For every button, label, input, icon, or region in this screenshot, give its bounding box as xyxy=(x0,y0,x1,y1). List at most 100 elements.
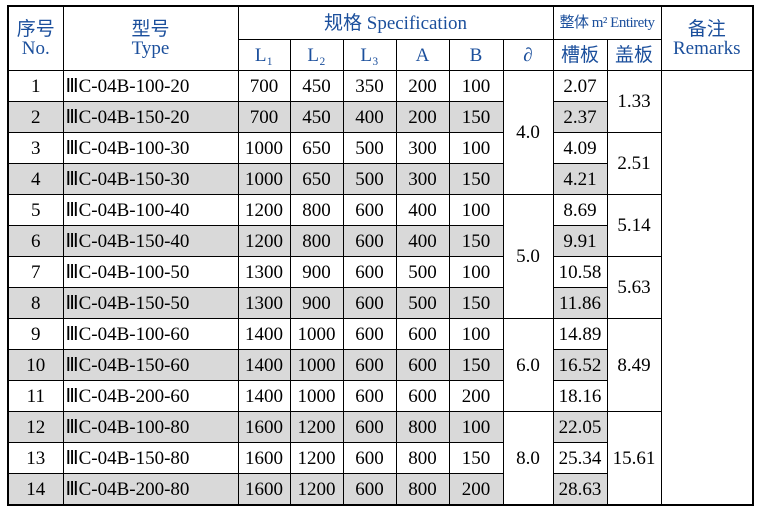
header-text: Type xyxy=(131,37,170,59)
dimension: 100 xyxy=(448,132,504,164)
row-no: 7 xyxy=(7,256,64,288)
row-no: 14 xyxy=(7,473,64,506)
dimension: 1400 xyxy=(237,318,291,350)
header-spec-col: L₂ xyxy=(289,39,344,71)
header-entirety-col: 槽板 xyxy=(552,39,608,71)
delta: 5.0 xyxy=(502,194,554,319)
header-text: 序号 xyxy=(16,18,55,40)
dimension: 1200 xyxy=(289,411,344,443)
dimension: 1600 xyxy=(237,411,291,443)
row-no: 4 xyxy=(7,163,64,195)
row-no: 12 xyxy=(7,411,64,443)
row-type: ⅢC-04B-150-50 xyxy=(62,287,239,319)
row-type: ⅢC-04B-100-50 xyxy=(62,256,239,288)
dimension: 100 xyxy=(448,194,504,226)
dimension: 600 xyxy=(342,473,397,506)
table-row: 6 ⅢC-04B-150-40 1200 800 600 400 150 9.91 xyxy=(7,225,753,257)
dimension: 500 xyxy=(342,132,397,164)
row-type: ⅢC-04B-150-40 xyxy=(62,225,239,257)
remarks xyxy=(660,70,754,506)
table-row: 8 ⅢC-04B-150-50 1300 900 600 500 150 11.86 xyxy=(7,287,753,319)
table-row: 13 ⅢC-04B-150-80 1600 1200 600 800 150 25.34 xyxy=(7,442,753,474)
dimension: 350 xyxy=(342,70,397,102)
header-entirety: 整体 m² Entirety xyxy=(552,5,662,40)
header-spec-col: L₁ xyxy=(237,39,291,71)
row-type: ⅢC-04B-100-30 xyxy=(62,132,239,164)
dimension: 700 xyxy=(237,70,291,102)
cover-area: 15.61 xyxy=(606,411,662,506)
header-text: 型号 xyxy=(131,18,170,40)
groove-area: 10.58 xyxy=(552,256,608,288)
table-row: 5 ⅢC-04B-100-40 1200 800 600 400 100 5.0 8.69 5.1… xyxy=(7,194,753,319)
dimension: 400 xyxy=(395,194,450,226)
dimension: 1300 xyxy=(237,256,291,288)
row-type: ⅢC-04B-100-80 xyxy=(62,411,239,443)
dimension: 1200 xyxy=(289,473,344,506)
row-type: ⅢC-04B-100-40 xyxy=(62,194,239,226)
dimension: 1000 xyxy=(237,132,291,164)
dimension: 800 xyxy=(395,442,450,474)
groove-area: 8.69 xyxy=(552,194,608,226)
dimension: 100 xyxy=(448,256,504,288)
dimension: 600 xyxy=(342,256,397,288)
delta: 4.0 xyxy=(502,70,554,195)
groove-area: 4.09 xyxy=(552,132,608,164)
dimension: 600 xyxy=(395,349,450,381)
row-no: 9 xyxy=(7,318,64,350)
dimension: 1200 xyxy=(289,442,344,474)
row-no: 10 xyxy=(7,349,64,381)
table-row: 7 ⅢC-04B-100-50 1300 900 600 500 100 10.58 5.63 xyxy=(7,256,753,319)
dimension: 200 xyxy=(448,380,504,412)
header-remarks: 备注 Remarks xyxy=(660,5,754,71)
dimension: 1000 xyxy=(289,318,344,350)
header-text: No. xyxy=(21,37,50,59)
dimension: 900 xyxy=(289,287,344,319)
groove-area: 14.89 xyxy=(552,318,608,350)
cover-area: 5.14 xyxy=(606,194,662,257)
row-type: ⅢC-04B-100-60 xyxy=(62,318,239,350)
groove-area: 16.52 xyxy=(552,349,608,381)
groove-area: 18.16 xyxy=(552,380,608,412)
dimension: 450 xyxy=(289,70,344,102)
table-row: 1 ⅢC-04B-100-20 700 450 350 200 100 4.0 2.07 1.33 xyxy=(7,70,754,506)
cover-area: 8.49 xyxy=(606,318,662,412)
row-type: ⅢC-04B-150-60 xyxy=(62,349,239,381)
dimension: 600 xyxy=(342,349,397,381)
dimension: 1000 xyxy=(289,380,344,412)
groove-area: 4.21 xyxy=(552,163,608,195)
header-row: L₁ L₂ L₃ A B ∂ 槽板 盖板 xyxy=(8,39,753,71)
groove-area: 2.07 xyxy=(552,70,608,102)
dimension: 500 xyxy=(342,163,397,195)
row-no: 5 xyxy=(7,194,64,226)
dimension: 300 xyxy=(395,132,450,164)
header-entirety-col: 盖板 xyxy=(606,39,662,71)
header-text: Remarks xyxy=(672,37,741,59)
dimension: 100 xyxy=(448,318,504,350)
dimension: 100 xyxy=(448,411,504,443)
dimension: 200 xyxy=(395,70,450,102)
delta: 6.0 xyxy=(502,318,554,412)
dimension: 600 xyxy=(395,318,450,350)
row-no: 6 xyxy=(7,225,64,257)
groove-area: 28.63 xyxy=(552,473,608,506)
table-row: 3 ⅢC-04B-100-30 1000 650 500 300 100 4.09 2.51 xyxy=(7,132,753,195)
cover-area: 1.33 xyxy=(606,70,662,133)
dimension: 1000 xyxy=(237,163,291,195)
dimension: 1600 xyxy=(237,473,291,506)
cover-area: 2.51 xyxy=(606,132,662,195)
header-type: 型号 Type xyxy=(62,5,239,71)
groove-area: 11.86 xyxy=(552,287,608,319)
dimension: 400 xyxy=(395,225,450,257)
row-type: ⅢC-04B-200-80 xyxy=(62,473,239,506)
dimension: 150 xyxy=(448,287,504,319)
dimension: 800 xyxy=(395,411,450,443)
dimension: 600 xyxy=(342,442,397,474)
table-row: 12 ⅢC-04B-100-80 1600 1200 600 800 100 8.0 22.05… xyxy=(7,411,753,506)
row-no: 13 xyxy=(7,442,64,474)
dimension: 650 xyxy=(289,163,344,195)
header-spec-col: B xyxy=(448,39,504,71)
groove-area: 2.37 xyxy=(552,101,608,133)
header-spec-col: L₃ xyxy=(342,39,397,71)
dimension: 300 xyxy=(395,163,450,195)
dimension: 800 xyxy=(289,194,344,226)
